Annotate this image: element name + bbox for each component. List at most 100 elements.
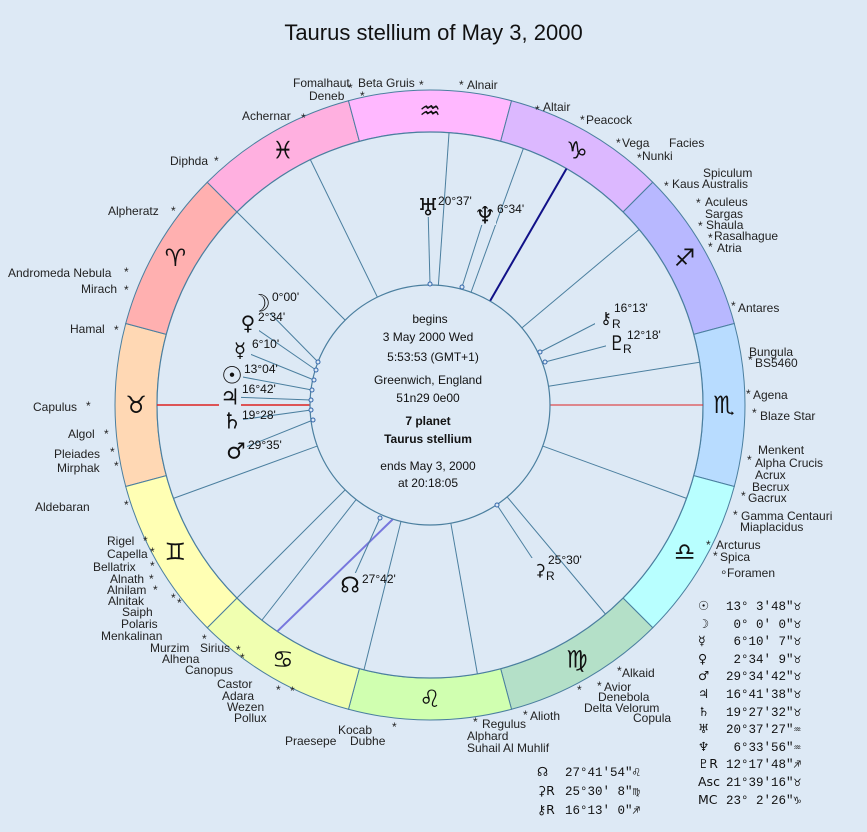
star-label: Wezen — [227, 700, 264, 714]
position-row: Asc 21°39'16"♉ — [698, 774, 801, 790]
star-label: Arcturus — [716, 538, 761, 552]
planet-degree-label: 0°00' — [272, 290, 299, 304]
house-cusp — [173, 445, 318, 499]
zodiac-glyph: ♍ — [566, 646, 588, 674]
planet-glyph-bg — [474, 203, 496, 225]
planet-glyph-icon: ☊ — [340, 574, 360, 599]
planet-pointer — [544, 342, 618, 363]
position-value: 13° 3'48"♉ — [726, 600, 802, 614]
star-icon: * — [741, 489, 746, 503]
star-icon: * — [177, 596, 182, 610]
star-label: Kaus Australis — [672, 177, 748, 191]
star-icon: * — [733, 508, 738, 522]
star-icon: * — [150, 545, 155, 559]
position-value: 29°34'42"♉ — [726, 670, 802, 685]
star-label: Regulus — [482, 717, 526, 731]
planet-pointer — [231, 409, 312, 422]
planet-glyph-icon: ♆ — [474, 201, 496, 229]
center-begins: begins — [412, 312, 447, 326]
center-count: 7 planet — [405, 414, 450, 428]
house-cusp — [470, 148, 524, 293]
planet-degree-label: 16°13' — [614, 301, 648, 315]
position-glyph-icon: ♄ — [698, 703, 710, 719]
position-row: ♆ 6°33'56"♒ — [698, 739, 801, 755]
star-icon: * — [706, 538, 711, 552]
star-label: Achernar — [242, 109, 291, 123]
star-label: Pleiades — [54, 447, 100, 461]
planet-glyph-bg — [529, 558, 551, 580]
node-line — [276, 518, 394, 633]
planet-glyph-icon: ⚳ — [534, 561, 546, 580]
star-label: Bungula — [749, 345, 793, 359]
planet-point — [308, 397, 314, 403]
planet-glyph-bg — [606, 331, 628, 353]
zodiac-glyph: ♌ — [419, 685, 441, 713]
star-icon: * — [473, 715, 478, 729]
star-icon: * — [392, 720, 397, 734]
planet-point — [310, 417, 316, 423]
star-label: Peacock — [586, 113, 633, 127]
star-icon: * — [301, 111, 306, 125]
star-label: Alioth — [530, 709, 560, 723]
star-icon: * — [149, 572, 154, 586]
star-icon: * — [597, 679, 602, 693]
position-value: 25°30' 8"♍ — [565, 785, 641, 799]
star-icon: * — [124, 265, 129, 279]
position-value: 6°33'56"♒ — [726, 740, 802, 755]
star-icon: * — [731, 299, 736, 313]
center-coords: 51n29 0e00 — [396, 391, 460, 405]
star-icon: * — [236, 643, 241, 657]
planet-point — [377, 515, 383, 521]
star-label: Mirach — [81, 282, 117, 296]
star-icon: * — [171, 591, 176, 605]
position-row: ♄ 19°27'32"♉ — [698, 704, 801, 720]
house-cusp — [261, 499, 357, 621]
planet-glyph-icon: ♃ — [220, 386, 240, 411]
position-row: MC 23° 2'26"♑ — [698, 792, 801, 808]
position-glyph-icon: ☉ — [698, 598, 710, 613]
planet-point — [308, 407, 314, 413]
star-label: Andromeda Nebula — [8, 266, 112, 280]
center-date: 3 May 2000 Wed — [383, 330, 474, 344]
position-value: 6°10' 7"♉ — [726, 635, 802, 650]
star-icon: * — [214, 154, 219, 168]
position-value: 21°39'16"♉ — [726, 776, 802, 790]
position-row: ⚷R 16°13' 0"♐ — [537, 802, 640, 818]
star-label: Kocab — [338, 723, 372, 737]
star-icon: * — [143, 534, 148, 548]
planet-glyph-icon: ♇ — [608, 331, 626, 355]
star-label: Dubhe — [350, 734, 386, 748]
chart-title: Taurus stellium of May 3, 2000 — [284, 20, 583, 45]
star-label: Copula — [633, 711, 671, 725]
position-glyph-icon: ♂ — [698, 668, 710, 684]
star-icon: * — [110, 445, 115, 459]
star-label: Spiculum — [703, 166, 752, 180]
nebula-icon: ∘ — [720, 565, 728, 579]
zodiac-glyph: ♉ — [125, 391, 147, 419]
planet-pointer — [461, 214, 486, 288]
zodiac-glyph: ♊ — [165, 538, 187, 566]
planet-degree-label: 2°34' — [258, 310, 285, 324]
star-label: Avior — [604, 680, 631, 694]
star-icon: * — [617, 664, 622, 678]
planet-point — [311, 377, 317, 383]
position-glyph-icon: ☿ — [698, 633, 706, 649]
star-label: Menkalinan — [101, 629, 162, 643]
position-glyph-icon: ♅ — [698, 721, 710, 737]
zodiac-glyph: ♏ — [713, 391, 735, 419]
planet-glyph-bg — [225, 439, 247, 461]
position-glyph-icon: ☊ — [537, 764, 549, 779]
center-time: 5:53:53 (GMT+1) — [387, 350, 479, 364]
position-row: ♇R 12°17'48"♐ — [698, 756, 801, 772]
planet-degree-label: 12°18' — [627, 328, 661, 342]
planet-glyph-icon: ☿ — [234, 338, 246, 362]
star-icon: * — [348, 81, 353, 95]
planet-pointer — [239, 349, 315, 381]
star-icon: * — [124, 283, 129, 297]
center-ends: ends May 3, 2000 — [380, 459, 476, 473]
star-label: Sirius — [200, 641, 230, 655]
star-icon: * — [708, 231, 713, 245]
star-icon: * — [696, 196, 701, 210]
star-label: Miaplacidus — [740, 520, 803, 534]
position-glyph-icon: ☽ — [698, 615, 710, 631]
